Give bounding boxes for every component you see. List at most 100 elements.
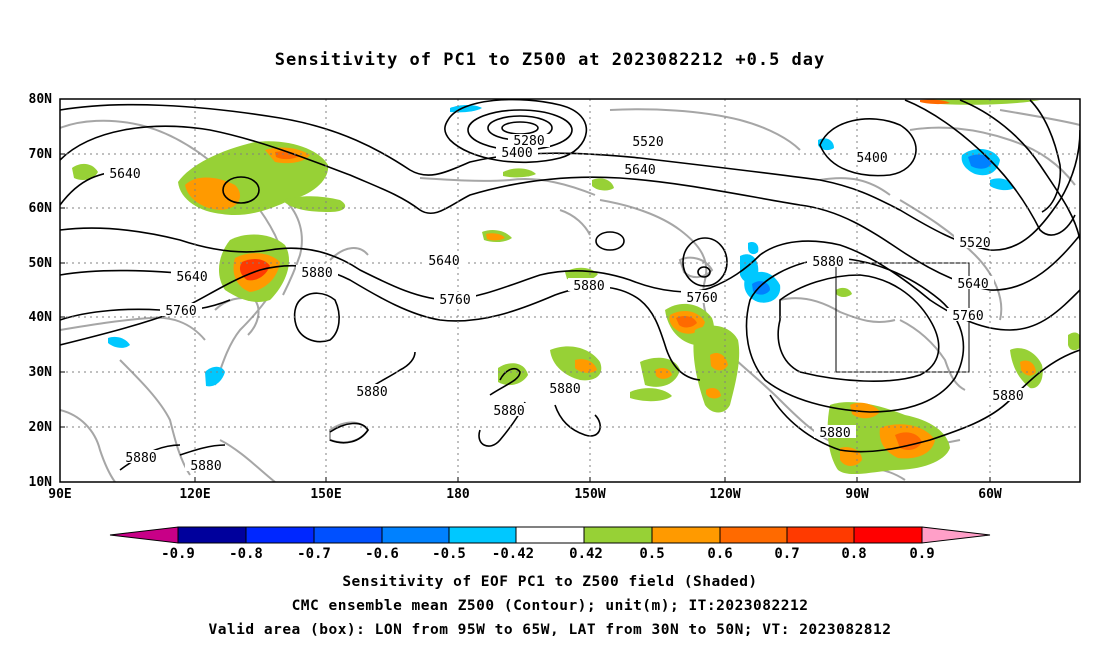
colorbar-box [786, 526, 855, 544]
contour-label: 5640 [104, 166, 146, 182]
svg-text:5880: 5880 [819, 426, 850, 441]
lon-label: 90E [48, 487, 71, 502]
svg-text:5880: 5880 [301, 266, 332, 281]
lon-label: 90W [845, 487, 869, 502]
colorbar-label: 0.9 [909, 546, 934, 562]
contour-label: 5520 [627, 135, 669, 150]
svg-text:5880: 5880 [992, 389, 1023, 404]
map-frame [59, 98, 1081, 483]
lat-label: 40N [29, 310, 53, 325]
colorbar-high-triangle [921, 526, 991, 544]
colorbar-box [245, 526, 315, 544]
lon-label: 60W [978, 487, 1002, 502]
contour-label: 5760 [681, 290, 723, 306]
svg-text:5760: 5760 [952, 309, 983, 324]
contour-labels: 5280 5400 5520 5640 5640 5640 5640 5640 … [104, 134, 1029, 474]
lon-label: 150W [574, 487, 605, 502]
colorbar-box [651, 526, 721, 544]
contour-label: 5880 [120, 450, 162, 466]
caption-line-1: Sensitivity of EOF PC1 to Z500 field (Sh… [342, 574, 758, 590]
colorbar-box [719, 526, 788, 544]
colorbar-box [515, 526, 585, 544]
contour-label: 5880 [807, 254, 849, 270]
svg-text:5880: 5880 [125, 451, 156, 466]
lat-labels: 10N 20N 30N 40N 50N 60N 70N 80N [29, 92, 53, 490]
colorbar-label: 0.8 [841, 546, 866, 562]
contour-label: 5520 [954, 235, 996, 251]
contour-label: 5880 [296, 265, 338, 281]
lat-label: 80N [29, 92, 53, 107]
caption-line-2: CMC ensemble mean Z500 (Contour); unit(m… [291, 598, 809, 614]
colorbar-label: -0.8 [229, 546, 263, 562]
svg-text:5400: 5400 [501, 146, 532, 161]
z500-contours [60, 99, 1080, 471]
colorbar-low-triangle [109, 526, 179, 544]
contour-label: 5760 [947, 308, 989, 324]
lat-label: 30N [29, 365, 53, 380]
svg-text:5640: 5640 [428, 254, 459, 269]
axis-ticks [59, 153, 991, 482]
contour-label: 5400 [851, 150, 893, 166]
lat-label: 60N [29, 201, 53, 216]
svg-text:5880: 5880 [573, 279, 604, 294]
contour-label: 5880 [488, 403, 530, 419]
lon-label: 150E [310, 487, 341, 502]
contour-label: 5880 [544, 381, 586, 397]
colorbar-box [853, 526, 923, 544]
contour-label: 5640 [952, 276, 994, 292]
caption-line-3: Valid area (box): LON from 95W to 65W, L… [208, 622, 892, 638]
svg-text:5760: 5760 [686, 291, 717, 306]
lat-label: 20N [29, 420, 53, 435]
svg-text:5880: 5880 [549, 382, 580, 397]
svg-text:5880: 5880 [493, 404, 524, 419]
colorbar-box [448, 526, 517, 544]
contour-label: 5880 [351, 384, 393, 400]
lon-label: 120E [179, 487, 210, 502]
svg-text:5640: 5640 [624, 163, 655, 178]
contour-label: 5280 [508, 134, 550, 149]
contour-label: 5760 [160, 303, 202, 319]
svg-text:5880: 5880 [356, 385, 387, 400]
colorbar-box [583, 526, 653, 544]
lon-labels: 90E 120E 150E 180 150W 120W 90W 60W [48, 487, 1002, 502]
colorbar-label: 0.5 [639, 546, 664, 562]
svg-text:5520: 5520 [959, 236, 990, 251]
contour-label: 5400 [496, 146, 538, 161]
lat-label: 10N [29, 475, 53, 490]
svg-text:5640: 5640 [109, 167, 140, 182]
svg-text:5760: 5760 [439, 293, 470, 308]
lat-label: 70N [29, 147, 53, 162]
grid-lines [60, 99, 1080, 482]
colorbar-label: 0.7 [774, 546, 799, 562]
map-title: Sensitivity of PC1 to Z500 at 2023082212… [274, 50, 826, 70]
colorbar-label: -0.9 [161, 546, 195, 562]
svg-text:5400: 5400 [856, 151, 887, 166]
colorbar-label: 0.42 [569, 546, 603, 562]
svg-text:5640: 5640 [957, 277, 988, 292]
colorbar-labels: -0.9 -0.8 -0.7 -0.6 -0.5 -0.42 0.42 0.5 … [161, 546, 935, 562]
svg-text:5760: 5760 [165, 304, 196, 319]
contour-label: 5640 [423, 253, 465, 269]
contour-label: 5880 [814, 425, 856, 441]
colorbar-box [381, 526, 450, 544]
svg-text:5520: 5520 [632, 135, 663, 150]
lat-label: 50N [29, 256, 53, 271]
lon-label: 120W [709, 487, 740, 502]
svg-text:5880: 5880 [812, 255, 843, 270]
colorbar-label: -0.5 [432, 546, 466, 562]
contour-label: 5880 [568, 278, 610, 294]
svg-text:5640: 5640 [176, 270, 207, 285]
colorbar-box [313, 526, 383, 544]
colorbar [109, 526, 991, 544]
lon-label: 180 [446, 487, 470, 502]
colorbar-label: -0.42 [492, 546, 534, 562]
colorbar-label: -0.6 [365, 546, 399, 562]
contour-label: 5640 [619, 162, 661, 178]
contour-label: 5880 [185, 458, 227, 474]
contour-label: 5640 [171, 269, 213, 285]
contour-label: 5880 [987, 388, 1029, 404]
svg-text:5280: 5280 [513, 134, 544, 149]
colorbar-label: -0.7 [297, 546, 331, 562]
colorbar-label: 0.6 [707, 546, 732, 562]
